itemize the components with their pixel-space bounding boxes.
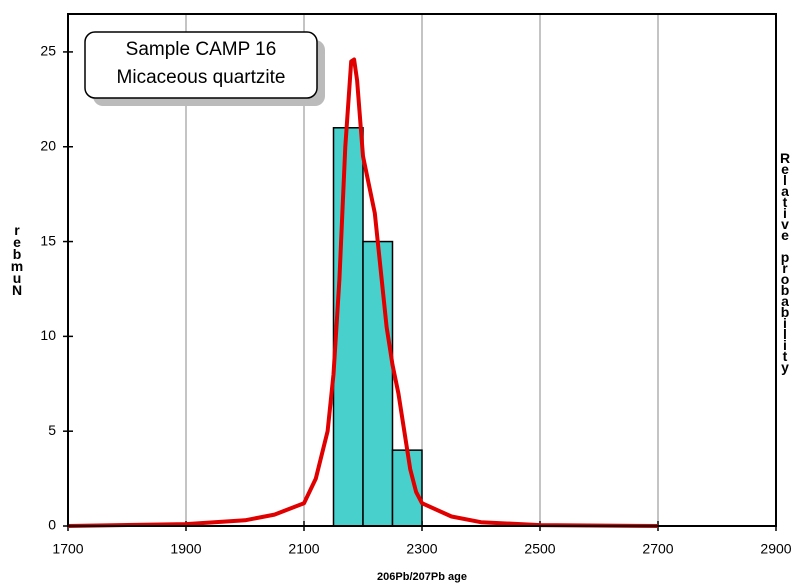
- annotation-text: Sample CAMP 16: [126, 39, 277, 60]
- probability-curve: [67, 57, 659, 528]
- x-tick-label: 2700: [642, 541, 673, 557]
- x-tick-label: 2900: [760, 541, 791, 557]
- y-tick-label: 10: [40, 327, 56, 343]
- y-tick-label: 0: [48, 517, 56, 533]
- y-tick-label: 5: [48, 422, 56, 438]
- y-tick-label: 20: [40, 137, 56, 153]
- x-axis-label: 206Pb/207Pb age: [377, 571, 467, 583]
- x-tick-label: 1900: [170, 541, 201, 557]
- bar: [362, 240, 394, 527]
- y-tick-label: 25: [40, 43, 56, 59]
- y-axis-label: Number: [9, 222, 25, 294]
- y2-axis-label: Relative probability: [777, 150, 793, 370]
- y-tick-label: 15: [40, 232, 56, 248]
- annotation-text: Micaceous quartzite: [117, 67, 286, 88]
- x-tick-label: 2300: [406, 541, 437, 557]
- annotation-box: [84, 31, 318, 99]
- plot-frame: [67, 13, 777, 527]
- x-tick-label: 2500: [524, 541, 555, 557]
- x-tick-label: 1700: [52, 541, 83, 557]
- x-tick-label: 2100: [288, 541, 319, 557]
